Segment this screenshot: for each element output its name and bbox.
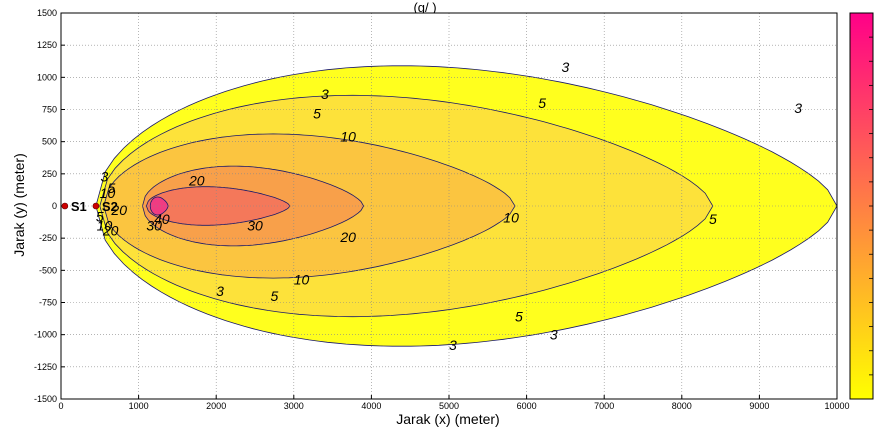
y-tick-label: 250	[42, 169, 57, 179]
contour-label: 5	[271, 288, 279, 304]
y-axis-ticks: 1500 1250 1000 750 500 250 0 -250 -500 -750 -1000 -…	[34, 8, 65, 404]
contour-label: 5	[538, 95, 546, 111]
source-label: S2	[102, 199, 118, 214]
contour-label: 3	[562, 59, 570, 75]
contour-label: 10	[294, 271, 310, 287]
contour-label: 3	[101, 168, 109, 184]
y-tick-label: -750	[39, 298, 57, 308]
y-tick-label: -500	[39, 265, 57, 275]
contour-label: 40	[154, 211, 170, 227]
y-tick-label: 1500	[37, 8, 57, 18]
y-tick-label: 1250	[37, 40, 57, 50]
contour-label: 30	[247, 217, 263, 233]
contour-label: 10	[97, 217, 113, 233]
x-tick-label: 6000	[517, 401, 537, 411]
x-tick-label: 2000	[206, 401, 226, 411]
contour-label: 5	[108, 180, 116, 196]
colorbar	[849, 12, 874, 400]
x-tick-label: 0	[58, 401, 63, 411]
contour-label: 30	[146, 217, 162, 233]
source-marker	[61, 202, 69, 210]
colorbar-ticks	[869, 36, 873, 376]
contour-label: 10	[503, 210, 519, 226]
contour-label: 3	[794, 100, 802, 116]
chart-title: (g/ )	[413, 0, 436, 15]
x-axis-ticks: 0 1000 2000 3000 4000 5000 6000 7000 8000 9000 100…	[58, 395, 850, 411]
contour-region-40	[149, 196, 169, 216]
y-tick-label: 750	[42, 105, 57, 115]
y-axis-label: Jarak (y) (meter)	[11, 153, 27, 256]
contour-label: 10	[100, 185, 116, 201]
contour-label: 20	[188, 172, 205, 188]
x-tick-label: 9000	[749, 401, 769, 411]
contour-label: 5	[313, 105, 321, 121]
contour-label: 3	[216, 283, 224, 299]
x-tick-label: 8000	[672, 401, 692, 411]
x-axis-label: Jarak (x) (meter)	[396, 411, 499, 427]
y-tick-label: -1000	[34, 330, 57, 340]
contour-label: 3	[449, 337, 457, 353]
x-tick-label: 5000	[439, 401, 459, 411]
contour-label: 20	[102, 222, 119, 238]
plot-area: 0 1000 2000 3000 4000 5000 6000 7000 8000 9000 100…	[34, 8, 850, 411]
contour-label: 5	[515, 309, 523, 325]
contour-label: 5	[709, 211, 717, 227]
source-marker	[92, 202, 100, 210]
source-label: S1	[71, 199, 87, 214]
source-markers: S1 S2	[61, 199, 118, 214]
contour-label: 10	[340, 129, 356, 145]
x-tick-label: 1000	[129, 401, 149, 411]
x-tick-label: 4000	[361, 401, 381, 411]
x-tick-label: 3000	[284, 401, 304, 411]
y-tick-label: -1500	[34, 394, 57, 404]
y-tick-label: 1000	[37, 72, 57, 82]
contour-label: 5	[96, 208, 104, 224]
contour-label: 20	[339, 229, 356, 245]
x-tick-label: 7000	[594, 401, 614, 411]
contour-label: 3	[550, 327, 558, 343]
y-tick-label: 500	[42, 137, 57, 147]
y-tick-label: -1250	[34, 362, 57, 372]
x-tick-label: 10000	[824, 401, 849, 411]
contour-label: 3	[321, 86, 329, 102]
contour-label: 20	[110, 202, 127, 218]
y-tick-label: 0	[52, 201, 57, 211]
y-tick-label: -250	[39, 233, 57, 243]
